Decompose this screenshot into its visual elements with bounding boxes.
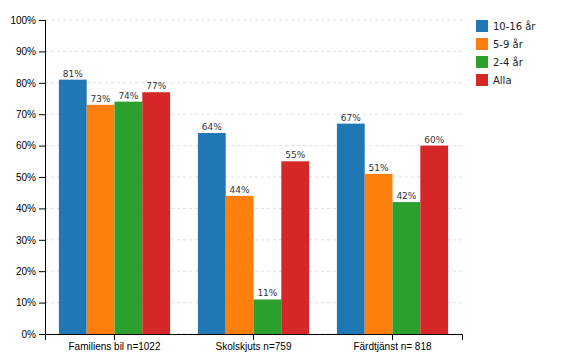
y-axis: 0% 10% 20% 30% 40% 50% 60% 70% 80% 90% 100%	[10, 15, 45, 340]
data-label: 67%	[341, 113, 361, 123]
bar	[142, 92, 170, 334]
bar	[254, 299, 282, 334]
data-label: 42%	[396, 191, 416, 201]
bar	[87, 105, 115, 334]
axis-line	[39, 21, 46, 335]
bar	[115, 102, 143, 334]
bar	[420, 146, 448, 334]
data-labels: 81% 64% 67% 73% 44% 51% 74% 11% 42% 77% 55% 60%	[63, 69, 445, 299]
tick: 40%	[16, 203, 45, 214]
tick: 20%	[16, 266, 45, 277]
bar	[337, 124, 365, 334]
tick-mark	[39, 20, 45, 21]
tick-label: 20%	[16, 266, 36, 277]
tick-label: 0%	[22, 329, 37, 340]
tick: 30%	[16, 235, 45, 246]
plot: 81% 64% 67% 73% 44% 51% 74% 11% 42% 77% 55% 60% 0% 10…	[10, 15, 462, 352]
tick-label: 30%	[16, 235, 36, 246]
data-label: 11%	[257, 288, 277, 298]
legend-label: 2-4 år	[493, 56, 524, 68]
bar	[59, 80, 87, 334]
tick: 90%	[16, 46, 45, 57]
tick: 70%	[16, 109, 45, 120]
bar	[281, 161, 309, 334]
bars	[59, 80, 448, 334]
bar	[226, 196, 254, 334]
legend-item: 5-9 år	[476, 38, 524, 50]
data-label: 81%	[63, 69, 83, 79]
tick-mark	[39, 303, 45, 304]
tick: 0%	[22, 329, 45, 340]
chart: 81% 64% 67% 73% 44% 51% 74% 11% 42% 77% 55% 60% 0% 10…	[0, 0, 562, 364]
tick-mark	[114, 334, 115, 340]
tick-mark	[39, 114, 45, 115]
tick-mark	[39, 83, 45, 84]
tick-label: 60%	[16, 140, 36, 151]
tick: Färdtjänst n= 818	[353, 334, 432, 352]
data-label: 60%	[424, 135, 444, 145]
legend-item: 10-16 år	[476, 20, 536, 32]
tick-label: 40%	[16, 203, 36, 214]
axis-line	[46, 335, 463, 341]
tick: Familiens bil n=1022	[69, 334, 161, 352]
tick: 80%	[16, 78, 45, 89]
tick-mark	[39, 334, 45, 335]
tick-mark	[39, 146, 45, 147]
tick: 100%	[10, 15, 45, 26]
grid-line	[45, 51, 462, 52]
tick-label: 90%	[16, 46, 36, 57]
legend-label: 5-9 år	[493, 38, 524, 50]
legend-swatch	[476, 38, 488, 50]
x-axis: Familiens bil n=1022 Skolskjuts n=759 Färd…	[46, 334, 463, 352]
bar	[365, 174, 393, 334]
data-label: 51%	[369, 163, 389, 173]
tick: 10%	[16, 297, 45, 308]
data-label: 77%	[146, 81, 166, 91]
tick-mark	[392, 334, 393, 340]
legend-swatch	[476, 56, 488, 68]
grid-line	[45, 82, 462, 83]
tick-mark	[39, 51, 45, 52]
grid-line	[45, 20, 462, 21]
legend-swatch	[476, 20, 488, 32]
legend-label: Alla	[493, 75, 512, 86]
tick-mark	[39, 271, 45, 272]
tick-label: 10%	[16, 297, 36, 308]
legend-swatch	[476, 74, 488, 86]
data-label: 44%	[230, 185, 250, 195]
legend-item: Alla	[476, 74, 512, 86]
tick-mark	[39, 177, 45, 178]
data-label: 64%	[202, 122, 222, 132]
data-label: 74%	[118, 91, 138, 101]
tick-mark	[39, 240, 45, 241]
tick-label: 70%	[16, 109, 36, 120]
grid	[45, 20, 462, 334]
legend: 10-16 år 5-9 år 2-4 år Alla	[476, 20, 536, 86]
tick: Skolskjuts n=759	[216, 334, 292, 352]
tick-label: 100%	[10, 15, 36, 26]
tick-label: 50%	[16, 172, 36, 183]
data-label: 55%	[285, 150, 305, 160]
tick-label: Familiens bil n=1022	[69, 341, 161, 352]
bar	[198, 133, 226, 334]
tick: 50%	[16, 172, 45, 183]
tick-mark	[39, 208, 45, 209]
bar	[393, 202, 421, 334]
tick-label: 80%	[16, 78, 36, 89]
tick-label: Skolskjuts n=759	[216, 341, 292, 352]
tick-label: Färdtjänst n= 818	[353, 341, 432, 352]
tick: 60%	[16, 140, 45, 151]
data-label: 73%	[91, 94, 111, 104]
legend-item: 2-4 år	[476, 56, 524, 68]
tick-mark	[253, 334, 254, 340]
legend-label: 10-16 år	[493, 20, 536, 32]
